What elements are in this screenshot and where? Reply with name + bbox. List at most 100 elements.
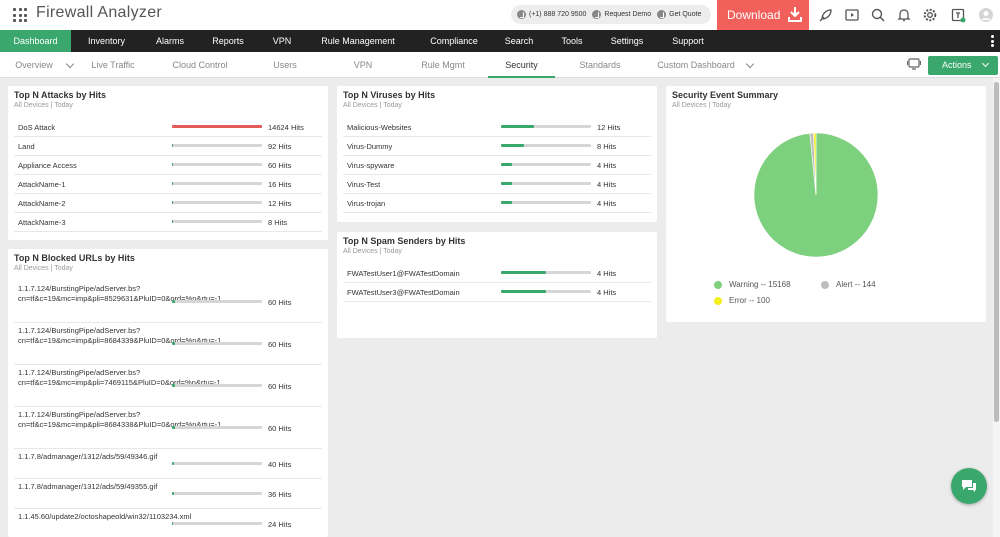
- legend-error[interactable]: Error -- 100: [714, 296, 770, 305]
- chat-icon: [962, 480, 976, 492]
- list-item[interactable]: Virus-spyware 4 Hits: [343, 156, 651, 175]
- app-title: Firewall Analyzer: [36, 4, 163, 21]
- widget-title: Security Event Summary: [672, 90, 779, 100]
- list-item[interactable]: 1.1.7.124/BurstingPipe/adServer.bs?cn=tf…: [14, 407, 322, 449]
- chat-button[interactable]: [951, 468, 987, 504]
- list-item[interactable]: Virus-Dummy 8 Hits: [343, 137, 651, 156]
- user-avatar-icon[interactable]: [978, 7, 994, 23]
- download-icon: [788, 7, 802, 22]
- tab-security[interactable]: Security: [488, 52, 555, 78]
- nav-search[interactable]: Search: [504, 36, 534, 46]
- scrollbar-thumb[interactable]: [994, 82, 999, 422]
- hits-bar: [501, 290, 591, 293]
- nav-vpn[interactable]: VPN: [272, 36, 292, 46]
- hits-bar: [172, 522, 262, 525]
- nav-compliance[interactable]: Compliance: [430, 36, 478, 46]
- pie-slice-error[interactable]: [813, 132, 817, 196]
- request-demo-link[interactable]: Request Demo: [592, 10, 651, 19]
- license-icon[interactable]: [950, 7, 966, 23]
- hits-bar-fill: [501, 144, 524, 147]
- list-item[interactable]: 1.1.7.8/admanager/1312/ads/59/49346.gif 4…: [14, 449, 322, 479]
- legend-label: Error -- 100: [729, 296, 770, 305]
- page-scrollbar[interactable]: [993, 78, 1000, 537]
- chevron-down-icon[interactable]: [65, 59, 75, 69]
- hits-bar: [501, 201, 591, 204]
- nav-reports[interactable]: Reports: [212, 36, 244, 46]
- tab-users[interactable]: Users: [273, 60, 297, 70]
- list-item[interactable]: Virus-Test 4 Hits: [343, 175, 651, 194]
- security-pie-chart[interactable]: [751, 130, 881, 260]
- legend-alert[interactable]: Alert -- 144: [821, 280, 876, 289]
- hits-bar: [172, 201, 262, 204]
- nav-inventory[interactable]: Inventory: [87, 36, 126, 46]
- actions-label: Actions: [942, 60, 972, 70]
- hits-bar: [172, 182, 262, 185]
- nav-support[interactable]: Support: [672, 36, 704, 46]
- nav-rule-management[interactable]: Rule Management: [321, 36, 395, 46]
- list-item[interactable]: Land 92 Hits: [14, 137, 322, 156]
- tab-vpn[interactable]: VPN: [353, 60, 373, 70]
- nav-tools[interactable]: Tools: [561, 36, 583, 46]
- blocked-urls-widget: Top N Blocked URLs by Hits All Devices |…: [8, 249, 328, 537]
- tab-rule-mgmt[interactable]: Rule Mgmt: [421, 60, 465, 70]
- hits-bar-fill: [172, 492, 174, 495]
- hits-bar: [172, 384, 262, 387]
- list-item[interactable]: AttackName-2 12 Hits: [14, 194, 322, 213]
- legend-warning[interactable]: Warning -- 15168: [714, 280, 791, 289]
- search-icon[interactable]: [870, 7, 886, 23]
- hits-bar-fill: [172, 144, 173, 147]
- list-item[interactable]: Malicious-Websites 12 Hits: [343, 118, 651, 137]
- rocket-icon[interactable]: [818, 7, 834, 23]
- gear-icon[interactable]: [922, 7, 938, 23]
- chevron-down-icon[interactable]: [745, 59, 755, 69]
- video-icon[interactable]: [844, 7, 860, 23]
- tab-cloud-control[interactable]: Cloud Control: [172, 60, 228, 70]
- nav-settings[interactable]: Settings: [610, 36, 644, 46]
- row-label: 1.1.7.124/BurstingPipe/adServer.bs?cn=tf…: [18, 368, 221, 387]
- chevron-down-icon: [981, 59, 990, 68]
- row-value: 14624 Hits: [268, 123, 304, 132]
- tab-live-traffic[interactable]: Live Traffic: [91, 60, 135, 70]
- list-item[interactable]: Appliance Access 60 Hits: [14, 156, 322, 175]
- tab-custom-dashboard[interactable]: Custom Dashboard: [657, 60, 735, 70]
- bell-icon[interactable]: [896, 7, 912, 23]
- spam-widget: Top N Spam Senders by Hits All Devices |…: [337, 232, 657, 338]
- tab-standards[interactable]: Standards: [579, 60, 621, 70]
- widget-title: Top N Attacks by Hits: [14, 90, 107, 100]
- more-menu-icon[interactable]: [991, 35, 994, 47]
- monitor-icon[interactable]: [907, 58, 921, 70]
- list-item[interactable]: DoS Attack 14624 Hits: [14, 118, 322, 137]
- hits-bar-fill: [172, 220, 173, 223]
- list-item[interactable]: FWATestUser1@FWATestDomain 4 Hits: [343, 264, 651, 283]
- list-item[interactable]: AttackName-3 8 Hits: [14, 213, 322, 232]
- list-item[interactable]: 1.1.45.60/update2/octoshapeold/win32/110…: [14, 509, 322, 537]
- actions-button[interactable]: Actions: [928, 56, 998, 75]
- list-item[interactable]: Virus-trojan 4 Hits: [343, 194, 651, 213]
- hits-bar-fill: [501, 163, 512, 166]
- row-label: Virus-Test: [347, 180, 381, 189]
- list-item[interactable]: 1.1.7.124/BurstingPipe/adServer.bs?cn=tf…: [14, 281, 322, 323]
- row-label: Virus-trojan: [347, 199, 386, 208]
- hits-bar: [501, 125, 591, 128]
- list-item[interactable]: 1.1.7.8/admanager/1312/ads/59/49355.gif 3…: [14, 479, 322, 509]
- hits-bar-fill: [172, 384, 175, 387]
- hits-bar: [501, 144, 591, 147]
- tab-overview[interactable]: Overview: [15, 60, 53, 70]
- list-item[interactable]: FWATestUser3@FWATestDomain 4 Hits: [343, 283, 651, 302]
- app-grid-icon[interactable]: [13, 8, 27, 22]
- row-value: 60 Hits: [268, 298, 292, 307]
- hits-bar-fill: [172, 201, 173, 204]
- get-quote-link[interactable]: Get Quote: [657, 10, 701, 19]
- hits-bar-fill: [172, 462, 174, 465]
- list-item[interactable]: 1.1.7.124/BurstingPipe/adServer.bs?cn=tf…: [14, 365, 322, 407]
- list-item[interactable]: 1.1.7.124/BurstingPipe/adServer.bs?cn=tf…: [14, 323, 322, 365]
- list-item[interactable]: AttackName-1 16 Hits: [14, 175, 322, 194]
- download-button[interactable]: Download: [717, 0, 809, 30]
- legend-swatch: [714, 280, 722, 289]
- nav-dashboard[interactable]: Dashboard: [0, 30, 71, 52]
- widget-subtitle: All Devices | Today: [672, 102, 731, 109]
- hits-bar-fill: [172, 125, 262, 128]
- phone-link[interactable]: (+1) 888 720 9500: [517, 10, 586, 19]
- row-label: 1.1.7.8/admanager/1312/ads/59/49346.gif: [18, 452, 158, 461]
- nav-alarms[interactable]: Alarms: [155, 36, 184, 46]
